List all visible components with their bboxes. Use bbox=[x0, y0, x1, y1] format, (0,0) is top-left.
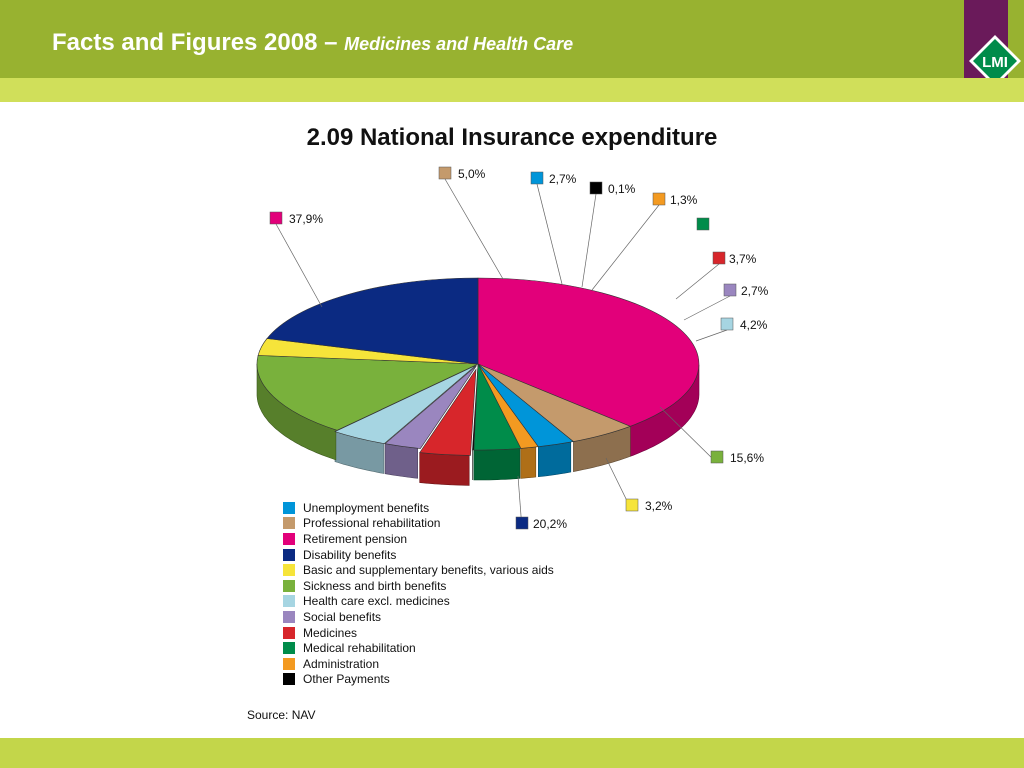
slice-labels: 37,9% 5,0% 2,7% 1,3% 0,1% 3,7% 2,7% 4,2% 15,6% 3,… bbox=[269, 166, 769, 531]
leader-line-sickness-and-birth-benefits bbox=[659, 406, 718, 464]
label-marker-administration bbox=[652, 192, 666, 206]
source-note: Source: NAV bbox=[247, 708, 316, 722]
page-title-subtitle: Medicines and Health Care bbox=[344, 34, 574, 54]
data-label-retirement-pension: 37,9% bbox=[289, 212, 323, 226]
legend-item-unemployment-benefits: Unemployment benefits bbox=[283, 500, 554, 516]
legend-item-disability-benefits: Disability benefits bbox=[283, 547, 554, 563]
lmi-logo: LMI bbox=[969, 35, 1021, 87]
legend-item-social-benefits: Social benefits bbox=[283, 609, 554, 625]
slice-sickness-and-birth-benefits bbox=[256, 355, 479, 431]
label-marker-basic-and-supplementary-benefits-various-aids bbox=[625, 498, 639, 512]
slice-disability-benefits bbox=[266, 277, 479, 365]
legend-item-professional-rehabilitation: Professional rehabilitation bbox=[283, 516, 554, 532]
label-marker-unemployment-benefits bbox=[530, 171, 544, 185]
svg-text:LMI: LMI bbox=[982, 54, 1008, 71]
page-title: Facts and Figures 2008 – Medicines and H… bbox=[52, 29, 573, 57]
legend-swatch bbox=[283, 657, 295, 670]
data-label-sickness-and-birth-benefits: 15,6% bbox=[730, 451, 764, 465]
legend-item-basic-and-supplementary-benefits-various-aids: Basic and supplementary benefits, variou… bbox=[283, 562, 554, 578]
data-label-social-benefits: 2,7% bbox=[741, 284, 769, 298]
chart-legend: Unemployment benefits Professional rehabi… bbox=[283, 500, 554, 687]
legend-swatch bbox=[283, 532, 295, 545]
legend-label: Basic and supplementary benefits, variou… bbox=[303, 563, 554, 578]
legend-swatch bbox=[283, 501, 295, 514]
legend-label: Other Payments bbox=[303, 672, 390, 687]
legend-swatch bbox=[283, 642, 295, 655]
legend-label: Retirement pension bbox=[303, 531, 408, 546]
data-label-medicines: 3,7% bbox=[729, 252, 757, 266]
data-label-disability-benefits: 20,2% bbox=[533, 517, 567, 531]
leader-line-administration bbox=[591, 204, 660, 291]
leader-line-social-benefits bbox=[683, 295, 731, 321]
pie-chart: 37,9% 5,0% 2,7% 1,3% 0,1% 3,7% 2,7% 4,2% 15,6% 3,… bbox=[256, 166, 769, 531]
pie-top-faces bbox=[256, 277, 700, 456]
legend-swatch bbox=[283, 517, 295, 530]
slice-wall-medicines bbox=[419, 452, 470, 486]
slice-health-care-excl-medicines bbox=[334, 365, 477, 444]
legend-swatch bbox=[283, 548, 295, 561]
legend-label: Disability benefits bbox=[303, 547, 397, 562]
data-label-professional-rehabilitation: 5,0% bbox=[458, 167, 486, 181]
legend-label: Health care excl. medicines bbox=[303, 594, 450, 609]
slice-social-benefits bbox=[384, 365, 477, 449]
slice-wall-unemployment-benefits bbox=[538, 441, 572, 478]
legend-swatch bbox=[283, 579, 295, 592]
data-label-unemployment-benefits: 2,7% bbox=[549, 172, 577, 186]
slice-other-payments bbox=[472, 363, 479, 451]
legend-swatch bbox=[283, 673, 295, 686]
leader-line-other-payments bbox=[581, 193, 597, 288]
data-label-health-care-excl-medicines: 4,2% bbox=[740, 318, 768, 332]
legend-swatch bbox=[283, 610, 295, 623]
slice-medicines bbox=[419, 368, 477, 456]
label-marker-retirement-pension bbox=[269, 211, 283, 225]
data-label-other-payments: 0,1% bbox=[608, 182, 636, 196]
legend-swatch bbox=[283, 626, 295, 639]
header-band bbox=[0, 78, 1024, 102]
slice-wall-administration bbox=[520, 446, 537, 479]
slice-wall-medical-rehabilitation bbox=[473, 448, 521, 481]
legend-swatch bbox=[283, 564, 295, 577]
header-bar: Facts and Figures 2008 – Medicines and H… bbox=[0, 0, 1024, 78]
label-marker-medicines bbox=[712, 251, 726, 265]
legend-item-medical-rehabilitation: Medical rehabilitation bbox=[283, 640, 554, 656]
leader-line-unemployment-benefits bbox=[536, 183, 563, 285]
chart-title: 2.09 National Insurance expenditure bbox=[306, 124, 718, 151]
page-title-main: Facts and Figures 2008 – bbox=[52, 29, 345, 56]
legend-item-retirement-pension: Retirement pension bbox=[283, 531, 554, 547]
legend-label: Unemployment benefits bbox=[303, 500, 430, 515]
label-marker-medical-rehabilitation bbox=[696, 217, 710, 231]
label-marker-social-benefits bbox=[723, 283, 737, 297]
legend-label: Administration bbox=[303, 656, 380, 671]
leader-line-health-care-excl-medicines bbox=[695, 329, 728, 342]
leader-line-professional-rehabilitation bbox=[444, 178, 504, 280]
legend-item-other-payments: Other Payments bbox=[283, 672, 554, 688]
label-marker-disability-benefits bbox=[515, 516, 529, 530]
legend-item-medicines: Medicines bbox=[283, 625, 554, 641]
legend-item-sickness-and-birth-benefits: Sickness and birth benefits bbox=[283, 578, 554, 594]
slice-retirement-pension bbox=[477, 277, 700, 427]
data-label-administration: 1,3% bbox=[670, 193, 698, 207]
legend-item-health-care-excl-medicines: Health care excl. medicines bbox=[283, 594, 554, 610]
data-label-basic-and-supplementary-benefits-various-aids: 3,2% bbox=[645, 499, 673, 513]
slice-wall-social-benefits bbox=[384, 443, 418, 479]
legend-label: Sickness and birth benefits bbox=[303, 578, 447, 593]
legend-label: Medical rehabilitation bbox=[303, 641, 416, 656]
footer-band bbox=[0, 738, 1024, 768]
label-marker-professional-rehabilitation bbox=[438, 166, 452, 180]
label-marker-other-payments bbox=[589, 181, 603, 195]
legend-item-administration: Administration bbox=[283, 656, 554, 672]
leader-line-medicines bbox=[675, 263, 720, 300]
legend-label: Professional rehabilitation bbox=[303, 516, 441, 531]
legend-label: Medicines bbox=[303, 625, 358, 640]
leader-line-retirement-pension bbox=[275, 223, 323, 308]
legend-swatch bbox=[283, 595, 295, 608]
legend-label: Social benefits bbox=[303, 609, 382, 624]
label-marker-sickness-and-birth-benefits bbox=[710, 450, 724, 464]
label-marker-health-care-excl-medicines bbox=[720, 317, 734, 331]
